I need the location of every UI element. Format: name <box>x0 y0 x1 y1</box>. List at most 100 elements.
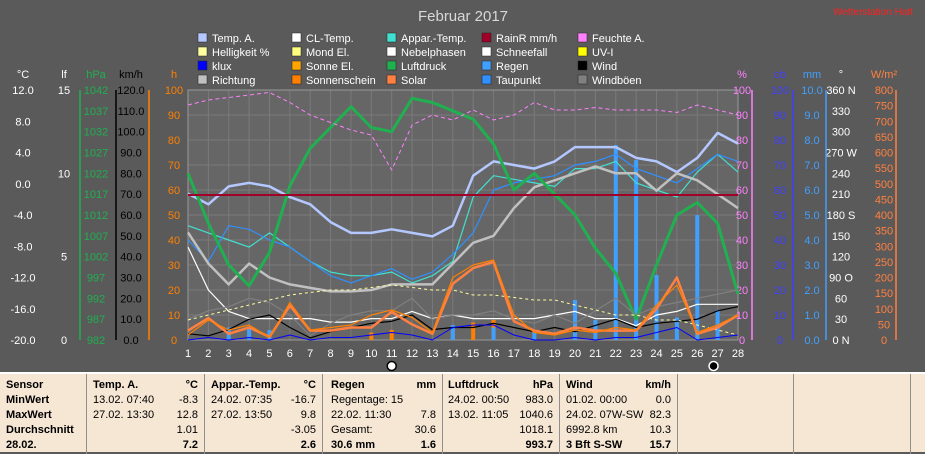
stats-cell-row: 13.02. 11:05 1040.6 <box>448 408 553 423</box>
x-tick-label: 12 <box>406 348 418 360</box>
stats-empty-col <box>794 374 911 454</box>
legend-label: Richtung <box>212 75 255 87</box>
legend-swatch <box>197 74 208 85</box>
legend-label: Helligkeit % <box>212 47 270 59</box>
stats-col: Regen mm Regentage: 15 22.02. 11:30 7.8 Gesam… <box>325 374 443 454</box>
axis-tick-label: 6.0 <box>804 185 819 197</box>
axis-tick-label: 5.0 <box>804 210 819 222</box>
rain-bar <box>634 160 639 340</box>
x-tick-label: 1 <box>185 348 191 360</box>
axis-tick-label: 120 <box>832 252 850 264</box>
stats-cell-value: 1.6 <box>420 439 436 451</box>
axis-tick-label: 400 <box>875 210 893 222</box>
stats-cell-row: 2.6 <box>211 438 316 453</box>
x-tick-label: 22 <box>610 348 622 360</box>
axis-tick-label: 12.0 <box>12 85 33 97</box>
stats-cell-label: 13.02. 07:40 <box>93 394 155 406</box>
legend-swatch <box>481 60 492 71</box>
axis-tick-label: 150 <box>832 231 850 243</box>
legend-label: RainR mm/h <box>496 33 557 45</box>
axis-tick-label: 80 <box>168 135 180 147</box>
stats-col: Temp. A. °C 13.02. 07:40 -8.3 27.02. 13:30 12… <box>87 374 205 454</box>
axis-tick-label: 10 <box>168 310 180 322</box>
stats-header-unit: km/h <box>645 379 671 391</box>
series-line <box>186 165 739 293</box>
stats-cell-row: 27.02. 13:30 12.8 <box>93 408 198 423</box>
stats-cell-label: 6992.8 km <box>566 424 618 436</box>
stats-cell-value: -8.3 <box>179 394 198 406</box>
axis-tick-label: 5 <box>61 252 67 264</box>
axis-tick-label: 80.0 <box>120 168 141 180</box>
legend-swatch <box>291 74 302 85</box>
axis-tick-label: 1027 <box>84 148 108 160</box>
station-link[interactable]: Wetterstation Hatt <box>833 7 913 18</box>
axis-tick-label: 40 <box>774 235 786 247</box>
axis-tick-label: 50 <box>736 210 748 222</box>
axis-tick-label: 250 <box>875 257 893 269</box>
stats-cell-label: 3 Bft S-SW <box>566 439 623 451</box>
stats-cell-label: Gesamt: <box>331 424 373 436</box>
legend-label: Nebelphasen <box>401 47 466 59</box>
stats-sensor-col: Sensor MinWert MaxWert Durchschnitt 28.0… <box>0 374 87 454</box>
axis-tick-label: 992 <box>87 293 105 305</box>
legend-swatch <box>197 60 208 71</box>
axis-tick-label: 80 <box>774 135 786 147</box>
stats-cell-row: 24.02. 00:50 983.0 <box>448 393 553 408</box>
axis-tick-label: 70.0 <box>120 189 141 201</box>
stats-row-label: MaxWert <box>6 409 52 421</box>
stats-cell-row: 30.6 mm 1.6 <box>331 438 436 453</box>
axis-unit-label: km/h <box>119 69 143 81</box>
axis-tick-label: 20.0 <box>120 293 141 305</box>
stats-cell-value: 9.8 <box>300 409 316 421</box>
stats-col-header: Appar.-Temp. °C <box>211 378 316 393</box>
legend-label: UV-I <box>592 47 613 59</box>
axis-tick-label: 300 <box>832 127 850 139</box>
axis-tick-label: 100 <box>771 85 789 97</box>
series-line <box>187 260 739 339</box>
stats-cell-value: 983.0 <box>525 394 553 406</box>
axis-tick-label: 40 <box>168 235 180 247</box>
stats-col-header: Luftdruck hPa <box>448 378 553 393</box>
axis-tick-label: 2.0 <box>804 285 819 297</box>
legend-swatch <box>386 32 397 43</box>
stats-header-unit: °C <box>303 379 316 391</box>
axis-tick-label: 1032 <box>84 127 108 139</box>
stats-col-header: Regen mm <box>331 378 436 393</box>
x-tick-label: 13 <box>426 348 438 360</box>
axis-tick-label: 7.0 <box>804 160 819 172</box>
legend-swatch <box>291 32 302 43</box>
axis-tick-label: 70 <box>168 160 180 172</box>
legend-swatch <box>481 74 492 85</box>
axis-tick-label: -20.0 <box>10 335 35 347</box>
legend-label: CL-Temp. <box>306 33 354 45</box>
x-tick-label: 25 <box>671 348 683 360</box>
stats-row-label: Durchschnitt <box>6 424 74 436</box>
axis-tick-label: 10 <box>736 310 748 322</box>
axis-tick-label: 0.0 <box>15 179 30 191</box>
legend-label: klux <box>212 61 232 73</box>
stats-cell-row: 24.02. 07:35 -16.7 <box>211 393 316 408</box>
moon-phase-icon <box>386 360 397 372</box>
stats-table: Sensor MinWert MaxWert Durchschnitt 28.0… <box>0 372 925 454</box>
axis-tick-label: 20 <box>168 285 180 297</box>
x-tick-label: 8 <box>328 348 334 360</box>
stats-cell-row: 3 Bft S-SW 15.7 <box>566 438 671 453</box>
series-line <box>187 131 739 238</box>
axis-tick-label: 110.0 <box>118 106 145 118</box>
axis-tick-label: 50 <box>774 210 786 222</box>
stats-cell-value: 12.8 <box>176 409 198 421</box>
rain-bar <box>247 327 252 340</box>
stats-header-label: Wind <box>566 379 593 391</box>
x-tick-label: 27 <box>712 348 724 360</box>
axis-tick-label: 987 <box>87 314 105 326</box>
stats-cell-label: 30.6 mm <box>331 439 376 451</box>
rain-bar <box>491 327 496 340</box>
x-tick-label: 21 <box>589 348 601 360</box>
axis-tick-label: 90 <box>774 110 786 122</box>
stats-cell-row: 6992.8 km 10.3 <box>566 423 671 438</box>
sun-bar <box>389 330 394 340</box>
axis-tick-label: 700 <box>875 116 893 128</box>
legend-swatch <box>577 60 588 71</box>
axis-tick-label: 500 <box>875 179 893 191</box>
stats-header-unit: hPa <box>532 379 553 391</box>
